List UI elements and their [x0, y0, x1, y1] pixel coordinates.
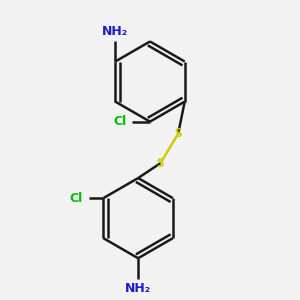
Text: NH₂: NH₂: [125, 282, 151, 295]
Text: NH₂: NH₂: [102, 25, 128, 38]
Text: Cl: Cl: [69, 192, 82, 205]
Text: S: S: [175, 127, 182, 140]
Text: S: S: [157, 157, 164, 170]
Text: Cl: Cl: [113, 115, 126, 128]
